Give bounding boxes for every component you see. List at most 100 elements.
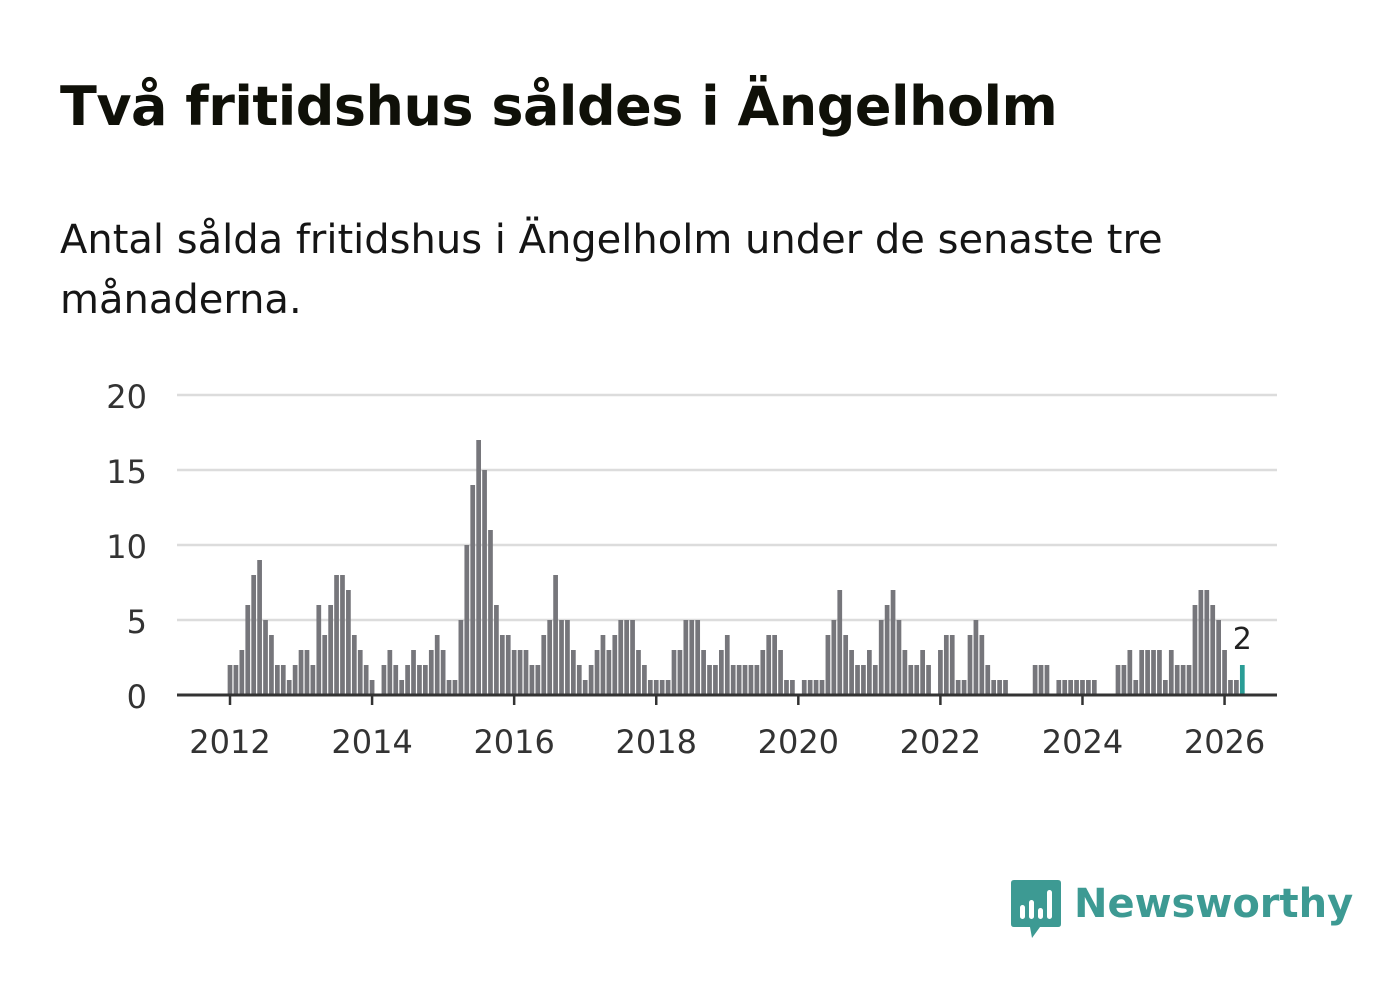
bar	[482, 470, 487, 695]
bar-chart: 0 5 10 15 20 2012 2014 2016 2018 2020 2022 2024 202…	[106, 378, 1277, 761]
bar	[357, 650, 363, 695]
bar	[760, 650, 766, 695]
x-tick-label: 2026	[1184, 723, 1265, 761]
bar	[245, 605, 251, 695]
bar	[701, 650, 706, 695]
bar	[938, 650, 943, 695]
bar	[417, 665, 422, 695]
bar	[381, 665, 387, 695]
bar	[523, 650, 529, 695]
bar	[280, 665, 286, 695]
x-tick-label: 2012	[189, 723, 270, 761]
bar	[677, 650, 683, 695]
bar	[576, 665, 582, 695]
newsworthy-logo: Newsworthy	[1010, 878, 1353, 940]
y-tick-label: 5	[127, 603, 147, 641]
bar	[340, 575, 345, 695]
bar	[505, 635, 511, 695]
bar	[1151, 650, 1156, 695]
bar	[369, 680, 375, 695]
bar	[600, 635, 606, 695]
bar	[819, 680, 825, 695]
bar	[452, 680, 458, 695]
last-value-label: 2	[1233, 622, 1252, 657]
bar	[269, 635, 274, 695]
bar	[908, 665, 914, 695]
bar	[316, 605, 322, 695]
bar	[736, 665, 742, 695]
bar	[855, 665, 860, 695]
bar	[683, 620, 689, 695]
bar	[843, 635, 849, 695]
bar	[659, 680, 665, 695]
bar	[517, 650, 523, 695]
bar	[943, 635, 949, 695]
bar	[476, 440, 481, 695]
y-tick-label: 10	[106, 528, 147, 566]
bar	[227, 665, 233, 695]
bar	[1062, 680, 1068, 695]
bar	[813, 680, 819, 695]
x-tick-label: 2014	[331, 723, 412, 761]
bar	[1228, 680, 1233, 695]
bar	[695, 620, 701, 695]
bar	[778, 650, 783, 695]
bar	[553, 575, 558, 695]
bar	[1121, 665, 1127, 695]
bar	[1127, 650, 1133, 695]
bar	[624, 620, 629, 695]
bar	[411, 650, 416, 695]
bar	[772, 635, 777, 695]
bar	[1222, 650, 1227, 695]
bar	[748, 665, 754, 695]
bar	[351, 635, 357, 695]
bar	[423, 665, 428, 695]
bar	[1003, 680, 1008, 695]
bar	[807, 680, 813, 695]
bar	[1044, 665, 1050, 695]
bar	[1032, 665, 1038, 695]
bars	[227, 440, 1245, 695]
bar	[1074, 680, 1079, 695]
bar	[488, 530, 493, 695]
bar	[742, 665, 748, 695]
bar	[997, 680, 1002, 695]
bar	[304, 650, 310, 695]
bar	[405, 665, 410, 695]
bar	[1086, 680, 1091, 695]
bar	[872, 665, 878, 695]
bar	[896, 620, 902, 695]
bar	[766, 635, 772, 695]
bar	[263, 620, 268, 695]
bar	[1234, 680, 1239, 695]
bar	[1038, 665, 1044, 695]
y-tick-label: 0	[127, 678, 147, 716]
bar	[630, 620, 635, 695]
bar	[784, 680, 789, 695]
bar	[322, 635, 328, 695]
bar	[1210, 605, 1216, 695]
bar	[559, 620, 564, 695]
bar	[1080, 680, 1085, 695]
bar	[618, 620, 624, 695]
bar	[1139, 650, 1145, 695]
y-axis: 0 5 10 15 20	[106, 378, 147, 716]
bar	[926, 665, 931, 695]
x-axis: 2012 2014 2016 2018 2020 2022 2024 2026	[189, 695, 1265, 761]
bar	[837, 590, 843, 695]
bar	[464, 545, 470, 695]
bar	[1216, 620, 1221, 695]
bar	[494, 605, 499, 695]
bar	[914, 665, 920, 695]
bar	[949, 635, 955, 695]
bar	[713, 665, 718, 695]
bar	[902, 650, 908, 695]
bar	[1157, 650, 1162, 695]
bar	[328, 605, 333, 695]
chart-subtitle: Antal sålda fritidshus i Ängelholm under…	[60, 217, 1163, 323]
bar	[535, 665, 541, 695]
bar	[790, 680, 795, 695]
bar	[719, 650, 724, 695]
bar	[334, 575, 339, 695]
bar	[884, 605, 890, 695]
